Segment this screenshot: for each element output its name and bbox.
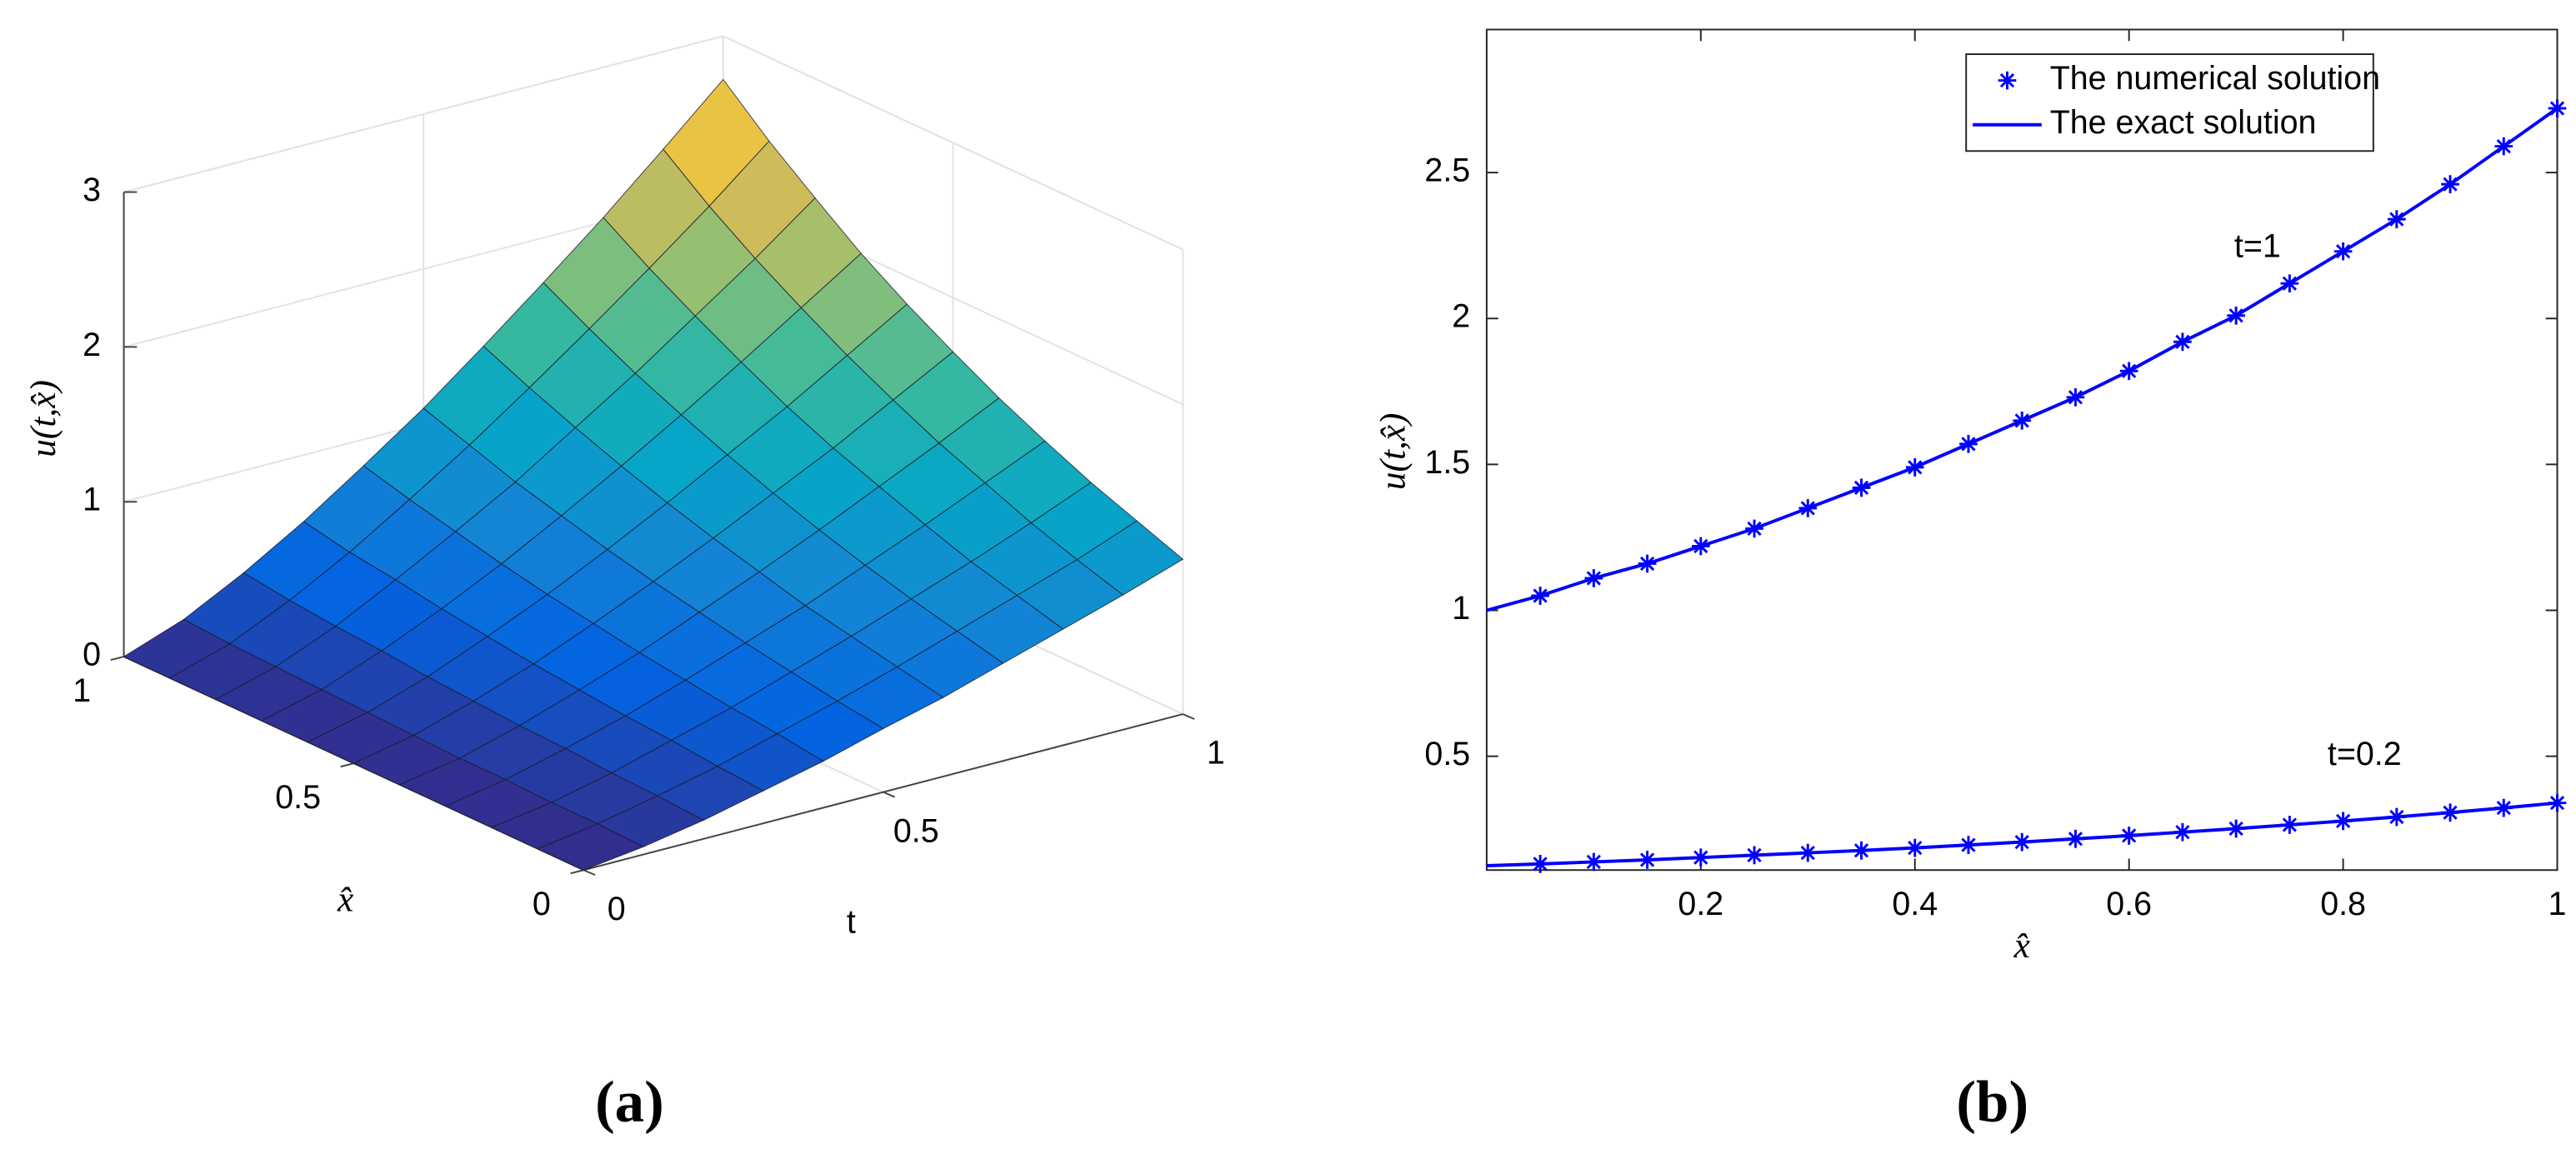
z-axis-label: u(t,x̂): [23, 380, 63, 457]
y-axis-label: u(t,x̂): [1373, 413, 1413, 491]
z-tick-label: 3: [83, 172, 101, 208]
tick: [340, 762, 354, 768]
z-tick-label: 2: [83, 327, 101, 363]
x-tick-label: 1: [1207, 735, 1225, 772]
x-tick-label: 0.8: [2320, 886, 2366, 922]
x-tick-label: 0.5: [893, 812, 939, 849]
surface-patch: [536, 823, 645, 871]
legend-marker: [1998, 71, 2017, 90]
y-tick-label: 2.5: [1424, 152, 1470, 189]
y-axis-label: x̂: [337, 880, 353, 920]
tick: [1183, 713, 1195, 720]
caption: (a): [595, 1070, 664, 1135]
y-tick-label: 0.5: [275, 779, 321, 816]
tick: [883, 791, 896, 798]
annotation: t=1: [2234, 228, 2281, 265]
legend-label: The numerical solution: [2050, 60, 2380, 97]
x-tick-label: 1: [2548, 886, 2567, 922]
y-tick-label: 2: [1452, 298, 1470, 335]
y-tick-label: 1.5: [1424, 444, 1470, 481]
y-tick-label: 0: [533, 886, 551, 922]
surface: [123, 78, 1184, 871]
tick: [570, 869, 584, 875]
y-tick-label: 1: [73, 672, 91, 709]
caption: (b): [1956, 1070, 2028, 1135]
x-tick-label: 0.4: [1892, 886, 1938, 922]
line: [1486, 801, 2558, 867]
legend-box: [1965, 53, 2374, 152]
annotation: t=0.2: [2328, 736, 2402, 772]
tick: [583, 869, 596, 877]
plot-area: [1485, 28, 2558, 872]
z-tick-label: 1: [83, 482, 101, 518]
tick: [110, 656, 124, 661]
line: [1486, 107, 2558, 612]
x-axis-label: x̂: [2013, 926, 2030, 966]
z-tick-label: 0: [83, 637, 101, 673]
y-tick-label: 1: [1452, 590, 1470, 627]
x-tick-label: 0.6: [2106, 886, 2152, 922]
x-tick-label: 0: [608, 891, 626, 927]
y-tick-label: 0.5: [1424, 736, 1470, 772]
x-tick-label: 0.2: [1678, 886, 1723, 922]
data-point: [2548, 793, 2567, 812]
x-axis-label: t: [847, 904, 856, 941]
legend-label: The exact solution: [2050, 104, 2317, 141]
